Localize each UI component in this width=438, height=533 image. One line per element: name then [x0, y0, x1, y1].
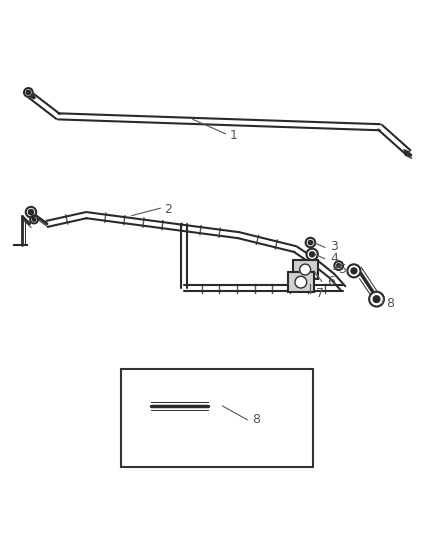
Circle shape [32, 218, 36, 221]
Circle shape [139, 400, 151, 412]
Text: 8: 8 [252, 413, 260, 426]
Text: 2: 2 [165, 203, 173, 215]
Circle shape [30, 215, 38, 223]
Text: 5: 5 [339, 263, 347, 277]
Bar [293, 261, 318, 279]
Circle shape [369, 292, 384, 306]
Text: 7: 7 [316, 287, 324, 300]
Circle shape [373, 296, 380, 302]
Circle shape [26, 207, 36, 217]
Circle shape [211, 402, 218, 409]
Text: 3: 3 [330, 240, 338, 253]
Circle shape [307, 249, 318, 260]
Circle shape [138, 431, 152, 444]
Circle shape [24, 88, 33, 97]
Bar [288, 272, 314, 292]
Circle shape [310, 252, 314, 257]
Circle shape [334, 261, 343, 270]
Circle shape [142, 434, 148, 440]
Circle shape [308, 240, 313, 245]
Text: 1: 1 [230, 130, 238, 142]
Circle shape [207, 398, 223, 414]
Text: 6: 6 [327, 275, 335, 288]
Circle shape [337, 264, 341, 268]
Circle shape [351, 268, 357, 274]
Text: 8: 8 [387, 297, 395, 310]
Circle shape [347, 264, 360, 277]
Circle shape [28, 209, 34, 215]
Text: 4: 4 [330, 252, 338, 265]
Bar [121, 369, 313, 467]
Circle shape [26, 90, 31, 94]
Circle shape [142, 403, 148, 409]
Circle shape [295, 276, 307, 288]
Circle shape [300, 264, 311, 275]
Circle shape [306, 238, 315, 247]
